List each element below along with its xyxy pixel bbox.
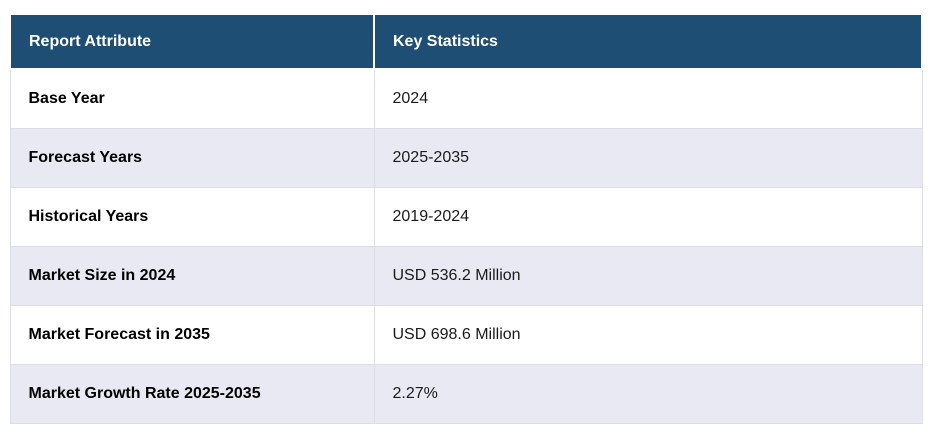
column-header-report-attribute: Report Attribute [9,13,375,70]
value-cell: USD 698.6 Million [373,304,923,365]
table-row-forecast-years: Forecast Years 2025-2035 [9,127,923,188]
value-cell: 2025-2035 [373,127,923,188]
table-header: Report Attribute Key Statistics [9,13,923,70]
table-row-historical-years: Historical Years 2019-2024 [9,186,923,247]
report-attributes-table: Report Attribute Key Statistics Base Yea… [9,13,923,424]
table-row-market-growth-rate: Market Growth Rate 2025-2035 2.27% [9,363,923,424]
value-cell: 2.27% [373,363,923,424]
column-header-key-statistics: Key Statistics [373,13,923,70]
attribute-cell: Base Year [9,68,375,129]
attribute-cell: Historical Years [9,186,375,247]
table-row-market-forecast: Market Forecast in 2035 USD 698.6 Millio… [9,304,923,365]
value-cell: 2019-2024 [373,186,923,247]
table-body: Base Year 2024 Forecast Years 2025-2035 … [9,68,923,424]
attribute-cell: Forecast Years [9,127,375,188]
attribute-cell: Market Size in 2024 [9,245,375,306]
table-row-base-year: Base Year 2024 [9,68,923,129]
attribute-cell: Market Forecast in 2035 [9,304,375,365]
attribute-cell: Market Growth Rate 2025-2035 [9,363,375,424]
value-cell: 2024 [373,68,923,129]
table-row-market-size: Market Size in 2024 USD 536.2 Million [9,245,923,306]
value-cell: USD 536.2 Million [373,245,923,306]
header-row: Report Attribute Key Statistics [9,13,923,70]
